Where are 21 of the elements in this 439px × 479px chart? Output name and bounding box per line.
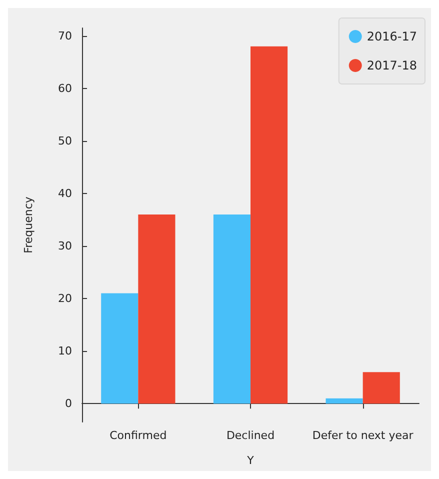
x-tick-label: Defer to next year (312, 429, 414, 442)
y-tick-label: 30 (58, 240, 72, 253)
bar (213, 214, 250, 404)
bar (101, 293, 138, 404)
y-tick-label: 60 (58, 82, 72, 95)
y-tick-label: 70 (58, 29, 72, 42)
legend-label: 2016-17 (366, 30, 417, 44)
bar (362, 372, 400, 404)
bar (250, 46, 288, 404)
x-axis-title: Y (246, 454, 254, 467)
bar (326, 398, 363, 404)
legend-label: 2017-18 (366, 58, 417, 72)
y-tick-label: 20 (58, 292, 72, 306)
y-tick-label: 50 (58, 134, 72, 148)
x-tick-label: Confirmed (110, 429, 167, 442)
y-tick-label: 0 (65, 397, 72, 410)
y-tick-label: 40 (58, 186, 72, 200)
bar (138, 214, 176, 404)
y-axis-title: Frequency (22, 196, 35, 254)
y-tick-label: 10 (58, 344, 72, 358)
x-tick-label: Declined (226, 429, 275, 442)
